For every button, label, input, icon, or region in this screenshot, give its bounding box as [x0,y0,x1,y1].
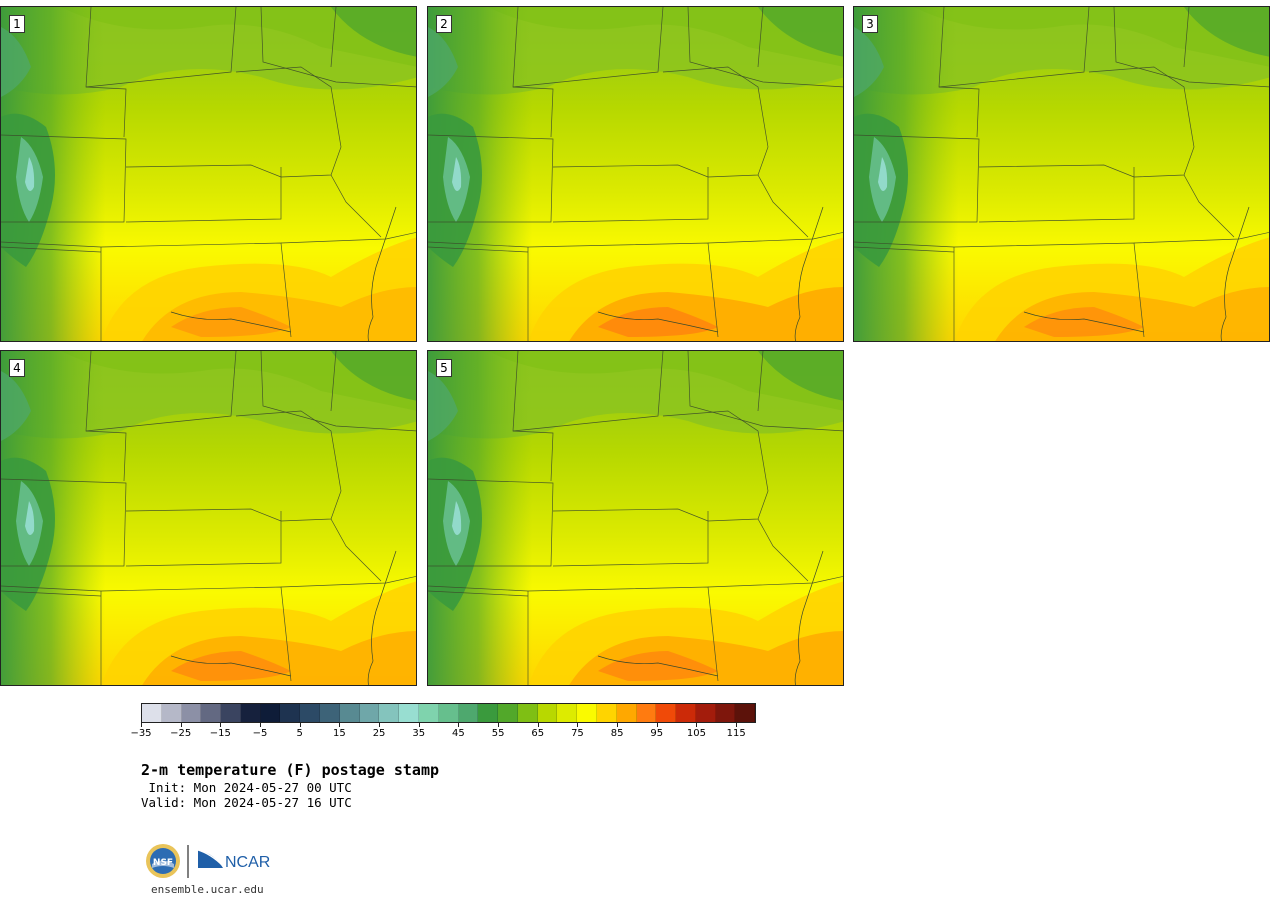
panel-number-label: 1 [9,15,25,33]
colorbar-swatch [478,704,499,722]
colorbar-tick [299,722,301,727]
colorbar-swatch [418,704,439,722]
colorbar-swatch [201,704,222,722]
colorbar-swatch [240,704,261,722]
colorbar-swatch [577,704,597,722]
colorbar-tick [736,722,738,727]
colorbar-swatch [399,704,419,722]
colorbar-swatch [537,704,558,722]
init-time: Init: Mon 2024-05-27 00 UTC [141,780,352,795]
colorbar-tick-label: 25 [372,728,386,739]
stamp-panel-1: 1 [0,6,417,342]
colorbar-tick [577,722,579,727]
colorbar-swatch [596,704,617,722]
colorbar-tick-label: 15 [333,728,346,739]
colorbar-tick [141,722,142,727]
panel-number-label: 5 [436,359,452,377]
colorbar-swatch [517,704,538,722]
colorbar-swatch [260,704,281,722]
temperature-map-2 [428,7,843,341]
panel-number-label: 2 [436,15,452,33]
colorbar-tick [180,722,182,727]
stamp-panel-4: 4 [0,350,417,686]
stamp-panel-5: 5 [427,350,844,686]
nsf-ncar-logo: NSF NCAR [146,844,270,878]
colorbar-tick [379,722,381,727]
colorbar-tick-label: 35 [412,728,426,739]
colorbar-swatch [438,704,459,722]
source-url: ensemble.ucar.edu [151,883,264,896]
colorbar-swatch [557,704,578,722]
colorbar-tick [260,722,262,727]
colorbar-ticks: −35 −25 −15 −5 5 15 25 35 45 55 65 75 85 95 105 115 [130,722,756,746]
valid-time: Valid: Mon 2024-05-27 16 UTC [141,795,352,810]
temperature-colorbar [141,703,756,723]
colorbar-swatch [181,704,202,722]
colorbar-tick-label: 105 [686,728,707,739]
colorbar-tick-label: −35 [130,728,152,739]
colorbar-tick-label: −25 [170,728,192,739]
colorbar-swatch [616,704,637,722]
colorbar-swatch [695,704,716,722]
colorbar-tick-label: 95 [650,728,664,739]
colorbar-swatch [280,704,301,722]
colorbar-tick [498,722,500,727]
colorbar-swatch [221,704,241,722]
colorbar-swatch [300,704,321,722]
colorbar-swatch [142,704,162,722]
colorbar-swatch [379,704,400,722]
colorbar-tick-label: 85 [610,728,624,739]
colorbar-tick-label: −15 [209,728,231,739]
stamp-panel-3: 3 [853,6,1270,342]
colorbar-tick-label: −5 [252,728,268,739]
temperature-map-1 [1,7,416,341]
ncar-logo-icon: NCAR [197,849,270,871]
colorbar-tick-label: 5 [296,728,303,739]
colorbar-swatch [458,704,479,722]
panel-number-label: 4 [9,359,25,377]
colorbar-swatch [715,704,736,722]
colorbar-swatch [735,704,756,722]
colorbar-tick [617,722,619,727]
colorbar-swatch [320,704,340,722]
colorbar-tick-label: 65 [531,728,545,739]
colorbar-swatch [161,704,182,722]
colorbar-tick [418,722,420,727]
temperature-map-3 [854,7,1269,341]
colorbar-swatch [656,704,677,722]
colorbar-tick [220,722,222,727]
panel-number-label: 3 [862,15,878,33]
stamp-panel-2: 2 [427,6,844,342]
colorbar-tick-label: 75 [571,728,584,739]
colorbar-tick [537,722,539,727]
colorbar-tick [656,722,658,727]
colorbar-tick [696,722,698,727]
temperature-map-4 [1,351,416,685]
figure-title: 2-m temperature (F) postage stamp [141,761,440,779]
colorbar-tick-label: 45 [452,728,465,739]
colorbar-swatch [676,704,696,722]
colorbar-tick [339,722,341,727]
colorbar-swatch [498,704,518,722]
temperature-map-5 [428,351,843,685]
nsf-logo-icon: NSF [146,844,180,878]
colorbar-swatch [339,704,360,722]
sponsor-logos: NSF NCAR [145,842,275,882]
colorbar-tick-label: 115 [726,728,746,739]
colorbar-tick-label: 55 [491,728,505,739]
colorbar-swatch [636,704,657,722]
colorbar-tick [458,722,460,727]
nsf-logo-text: NSF [153,858,173,868]
colorbar-swatch [359,704,380,722]
ncar-logo-text: NCAR [225,854,270,871]
